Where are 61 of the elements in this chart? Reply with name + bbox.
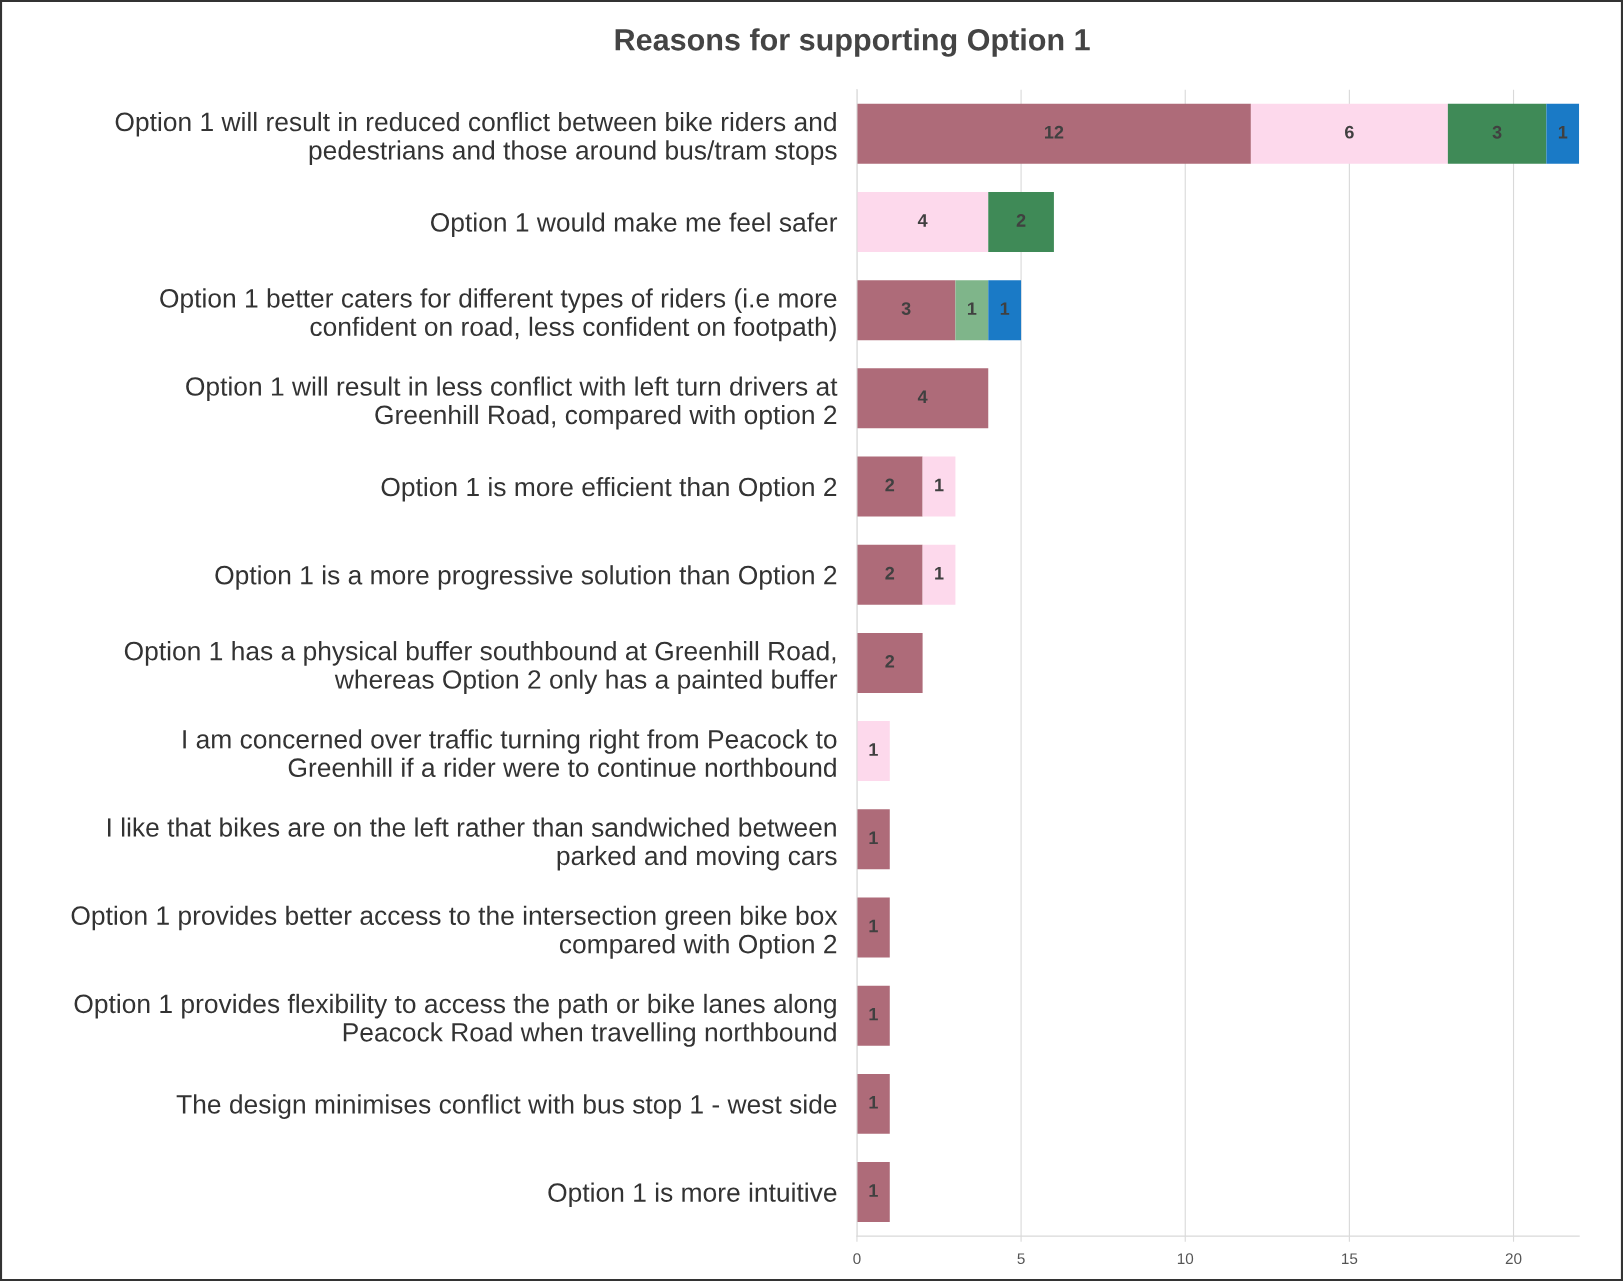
bar [988, 191, 1054, 252]
x-tick-label: 5 [1017, 1253, 1025, 1265]
y-tick-label: Option 1 would make me feel safer [431, 212, 838, 237]
bar [856, 368, 989, 429]
y-tick-label: Option 1 better caters for different types of riders (i.e more confident on road, less confident on footpath) [160, 288, 837, 342]
bar [856, 809, 890, 870]
data-label: 3 [1492, 125, 1502, 139]
x-tick-label: 20 [1505, 1253, 1522, 1265]
y-tick-label: I like that bikes are on the left rather than sandwiched between parked and moving cars [107, 817, 837, 871]
x-tick-label: 0 [853, 1253, 861, 1265]
bar [856, 1073, 890, 1134]
data-label: 2 [885, 566, 895, 580]
y-tick-label: Option 1 has a physical buffer southbound at Greenhill Road, whereas Option 2 only has a painted buffer [124, 641, 838, 695]
bar [922, 456, 956, 517]
data-label: 1 [935, 478, 944, 492]
data-label: 1 [869, 743, 878, 756]
data-label: 1 [869, 1184, 878, 1197]
bar [856, 897, 890, 958]
y-tick-label: Option 1 is a more progressive solution than Option 2 [215, 565, 837, 590]
data-label: 6 [1345, 125, 1354, 139]
data-label: 1 [935, 566, 944, 580]
y-tick-label: Option 1 provides better access to the intersection green bike box compared with Option 2 [71, 905, 838, 959]
bar [1250, 103, 1448, 164]
data-label: 1 [869, 1007, 878, 1021]
bar [856, 632, 923, 693]
bar [955, 280, 989, 341]
data-label: 1 [1558, 126, 1568, 139]
bar [922, 544, 956, 605]
bar [856, 1162, 890, 1223]
data-label: 12 [1045, 125, 1064, 139]
y-tick-label: Option 1 will result in reduced conflict between bike riders and pedestrians and those around bus/tram stops [115, 111, 837, 165]
data-label: 3 [901, 302, 911, 316]
data-label: 1 [869, 831, 878, 844]
bar [1447, 103, 1547, 164]
y-tick-label: Option 1 is more efficient than Option 2 [381, 476, 837, 502]
data-label: 1 [967, 302, 977, 315]
bar [988, 280, 1022, 341]
bar [856, 544, 923, 605]
bar [856, 721, 890, 782]
y-tick-label: Option 1 is more intuitive [548, 1182, 837, 1208]
data-label: 4 [917, 214, 928, 227]
data-label: 1 [1000, 302, 1010, 315]
bar [856, 103, 1251, 164]
data-label: 1 [869, 1096, 878, 1109]
y-tick-label: The design minimises conflict with bus stop 1 - west side [176, 1094, 837, 1119]
y-tick-label: I am concerned over traffic turning right from Peacock to Greenhill if a rider were to continue northbound [183, 729, 837, 778]
data-label: 2 [885, 654, 895, 668]
data-label: 4 [917, 390, 928, 404]
bar [1546, 103, 1580, 164]
bar [856, 280, 956, 341]
chart-title: Reasons for supporting Option 1 [615, 28, 1090, 57]
data-label: 2 [885, 478, 895, 492]
bar [856, 456, 923, 517]
x-tick-label: 10 [1177, 1253, 1194, 1265]
data-label: 2 [1016, 214, 1026, 227]
data-label: 1 [869, 919, 878, 933]
y-tick-label: Option 1 provides flexibility to access the path or bike lanes along Peacock Road when travelling northbound [74, 993, 836, 1047]
x-tick-label: 15 [1342, 1253, 1358, 1265]
bar [856, 985, 890, 1046]
y-tick-label: Option 1 will result in less conflict with left turn drivers at Greenhill Road, compared with option 2 [186, 376, 838, 430]
bar [856, 191, 989, 252]
